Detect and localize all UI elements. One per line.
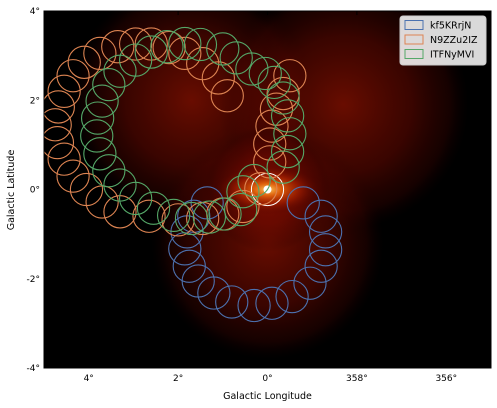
data-point [161,203,195,237]
data-point [150,30,184,64]
data-point [92,67,126,102]
x-tick-label: 0° [262,374,272,384]
data-point [44,90,75,124]
data-point [219,41,253,75]
tick-layer: 4° 2° 0° 358° 356° 4° 2° 0° -2° -4° [27,7,491,384]
series-ITFNyMVI [80,26,307,236]
data-point [208,197,242,231]
data-point [44,126,75,160]
data-point [286,186,320,220]
data-point [83,36,117,71]
x-tick-label: 4° [84,374,94,384]
data-point [56,159,90,193]
data-point [206,32,240,66]
y-tick-label: -2° [27,275,40,285]
data-point [183,27,218,62]
data-point [85,84,119,118]
legend-label: N9ZZu2IZ [430,35,478,46]
data-point [308,233,343,267]
series-layer [44,26,343,323]
data-point [224,192,258,227]
x-tick-label: 358° [346,374,368,384]
data-point [132,199,166,233]
legend-label: ITFNyMVI [430,50,474,61]
data-point [201,61,235,95]
data-point [56,59,90,93]
y-tick-label: 2° [30,96,40,106]
data-point [308,215,343,249]
data-point [226,175,260,209]
data-point [118,27,153,61]
legend: kf5KRrjN N9ZZu2IZ ITFNyMVI [399,15,487,66]
data-point [266,150,300,184]
y-tick-label: -4° [27,364,40,374]
data-point [118,181,153,216]
data-point [253,127,287,161]
data-point [304,199,338,233]
data-point [47,142,81,176]
data-point [174,201,209,236]
data-point [168,36,202,71]
data-point [255,286,289,320]
data-point [273,59,307,93]
data-point [192,200,227,234]
y-tick-label: 4° [30,7,40,17]
data-point [266,76,300,111]
data-point [103,54,137,88]
x-tick-label: 2° [173,374,183,384]
y-tick-label: 0° [30,186,40,196]
legend-swatch [404,49,424,59]
data-point [266,81,300,115]
data-point [101,30,135,64]
data-point [248,56,282,91]
data-point [80,101,115,135]
x-tick-label: 356° [435,374,457,384]
data-point [293,266,327,300]
data-point [83,137,117,171]
data-point [237,288,271,323]
data-point [134,35,168,69]
data-point [275,279,309,314]
data-point [92,154,126,188]
data-point [136,191,171,225]
data-point [304,249,338,283]
data-point [67,45,101,79]
emission-map [70,11,469,360]
data-point [226,189,260,224]
data-point [80,119,114,153]
legend-swatch [404,34,424,45]
data-point [270,134,305,169]
legend-box [399,15,487,66]
y-axis-title: Galactic Latitude [6,150,17,231]
data-point [44,108,72,142]
data-point [69,172,104,207]
series-kf5KRrjN [168,186,343,323]
x-axis-title: Galactic Longitude [223,391,312,402]
data-point [270,99,305,133]
data-point [273,117,307,151]
data-point [215,285,249,319]
data-point [152,30,186,65]
data-point [156,198,191,233]
data-point [237,163,271,198]
data-point [257,65,291,100]
legend-swatch [404,20,424,30]
data-point [210,79,244,113]
data-point [172,249,206,283]
data-point [244,171,278,206]
data-point [168,26,202,61]
data-point [47,74,81,108]
legend-label: kf5KRrjN [430,21,471,32]
